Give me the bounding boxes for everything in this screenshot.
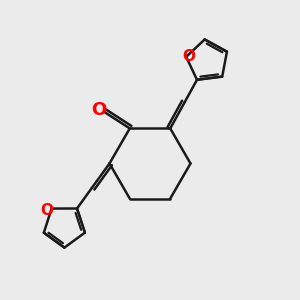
- Text: O: O: [91, 101, 106, 119]
- Text: O: O: [182, 49, 195, 64]
- Text: O: O: [40, 202, 54, 217]
